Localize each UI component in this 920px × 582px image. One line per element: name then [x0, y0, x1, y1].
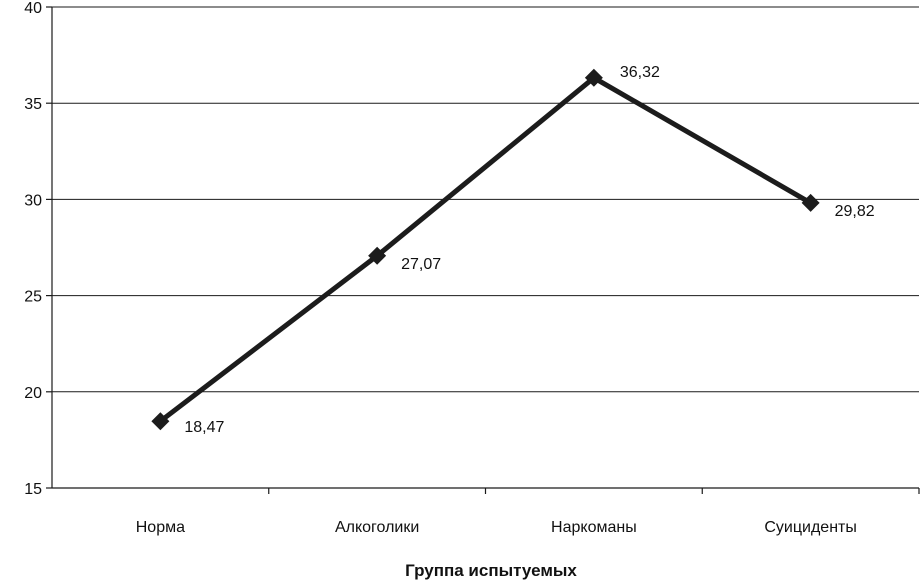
y-tick-label: 15: [24, 481, 42, 498]
data-point-marker: [801, 193, 820, 212]
y-tick-label: 20: [24, 385, 42, 402]
data-point-marker: [151, 412, 170, 431]
y-tick-label: 35: [24, 96, 42, 113]
data-label: 36,32: [620, 64, 660, 81]
data-labels: 18,47 27,07 36,32 29,82: [184, 64, 874, 436]
data-label: 27,07: [401, 256, 441, 273]
data-point-marker: [584, 68, 603, 87]
axes: [46, 6, 920, 494]
x-axis-title: Группа испытуемых: [405, 561, 577, 580]
gridlines: [52, 6, 919, 393]
series: [151, 68, 820, 431]
x-tick-label: Алкоголики: [335, 519, 419, 536]
y-tick-labels: 15 20 25 30 35 40: [24, 0, 42, 498]
data-label: 29,82: [835, 203, 875, 220]
y-tick-label: 25: [24, 289, 42, 306]
x-tick-label: Суициденты: [764, 519, 857, 536]
x-tick-labels: Норма Алкоголики Наркоманы Суициденты: [136, 519, 857, 536]
data-label: 18,47: [184, 419, 224, 436]
x-tick-label: Норма: [136, 519, 185, 536]
y-tick-label: 40: [24, 0, 42, 17]
series-line: [157, 75, 814, 424]
data-point-marker: [368, 246, 387, 265]
x-tick-label: Наркоманы: [551, 519, 637, 536]
y-tick-label: 30: [24, 192, 42, 209]
